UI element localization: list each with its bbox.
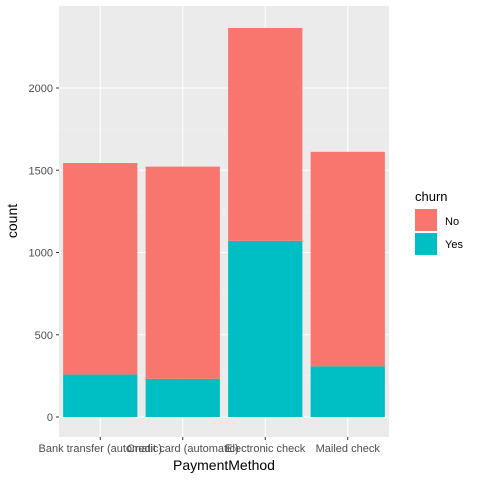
- bar-no: [145, 166, 220, 379]
- bars: [63, 27, 385, 417]
- bar-yes: [228, 240, 303, 417]
- bar-yes: [63, 374, 138, 417]
- legend-key-yes: [415, 233, 437, 255]
- y-axis-ticks: 0 500 1000 1500 2000: [29, 83, 59, 424]
- y-axis-title: count: [4, 204, 20, 238]
- x-tick-label: Mailed check: [316, 443, 381, 455]
- y-tick-label: 1500: [29, 165, 53, 177]
- x-tick-label: Credit card (automatic): [127, 443, 239, 455]
- legend-label-yes: Yes: [445, 239, 463, 251]
- bar-no: [63, 163, 138, 375]
- y-tick-label: 2000: [29, 83, 53, 95]
- bar-no: [228, 27, 303, 241]
- bar-no: [310, 151, 385, 367]
- x-axis-title: PaymentMethod: [173, 457, 275, 473]
- legend: churn No Yes: [415, 189, 463, 255]
- x-tick-label: Bank transfer (automatic): [39, 443, 163, 455]
- y-tick-label: 0: [47, 412, 53, 424]
- y-tick-label: 1000: [29, 248, 53, 260]
- legend-label-no: No: [445, 216, 459, 228]
- legend-key-no: [415, 209, 437, 231]
- legend-title: churn: [415, 189, 448, 204]
- bar-yes: [310, 366, 385, 417]
- x-tick-label: Electronic check: [225, 443, 306, 455]
- y-tick-label: 500: [35, 330, 53, 342]
- bar-yes: [145, 378, 220, 417]
- x-axis-ticks: Bank transfer (automatic)Credit card (au…: [39, 437, 381, 455]
